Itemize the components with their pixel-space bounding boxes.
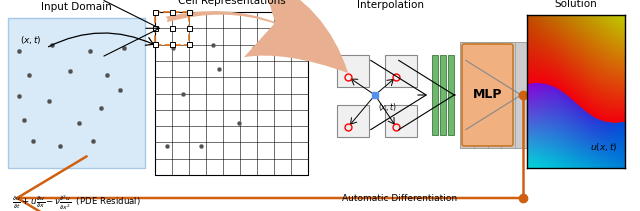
Text: Cell Representations: Cell Representations [178, 0, 285, 6]
Bar [152, 26, 157, 31]
Bar [186, 26, 191, 31]
Bar [170, 9, 175, 15]
FancyArrowPatch shape [49, 33, 154, 47]
Bar [170, 26, 175, 31]
Bar [501, 42, 515, 148]
FancyArrowPatch shape [351, 79, 372, 93]
Bar [337, 55, 369, 87]
Text: MLP: MLP [473, 88, 502, 101]
Bar [155, 12, 308, 175]
Text: $u(x,t)$: $u(x,t)$ [589, 141, 617, 153]
FancyBboxPatch shape [462, 44, 513, 146]
Bar [474, 42, 488, 148]
Bar [152, 9, 157, 15]
FancyArrowPatch shape [351, 97, 373, 124]
Text: $\frac{\partial u}{\partial t}+u\frac{\partial u}{\partial x}-\nu\frac{\partial^: $\frac{\partial u}{\partial t}+u\frac{\p… [12, 194, 141, 211]
Bar [460, 42, 515, 148]
Bar [448, 55, 454, 135]
FancyArrowPatch shape [377, 79, 394, 93]
Text: Interpolation: Interpolation [356, 0, 424, 10]
Bar [337, 105, 369, 137]
Bar [186, 9, 191, 15]
Bar [155, 12, 189, 45]
Text: Automatic Differentiation: Automatic Differentiation [342, 194, 458, 203]
Bar [186, 42, 191, 47]
Text: $(x,t)$: $(x,t)$ [378, 101, 397, 113]
Bar [170, 42, 175, 47]
Bar [488, 42, 501, 148]
Bar [432, 55, 438, 135]
Bar [8, 18, 145, 168]
Text: Input Domain: Input Domain [41, 2, 112, 12]
Text: $(x,t)$: $(x,t)$ [20, 34, 42, 46]
Bar [460, 42, 474, 148]
FancyArrowPatch shape [376, 97, 394, 124]
Bar [507, 42, 562, 148]
Bar [385, 55, 417, 87]
Bar [440, 55, 446, 135]
Bar [152, 42, 157, 47]
FancyArrowPatch shape [166, 0, 348, 73]
Text: Solution: Solution [555, 0, 597, 9]
Bar [385, 105, 417, 137]
